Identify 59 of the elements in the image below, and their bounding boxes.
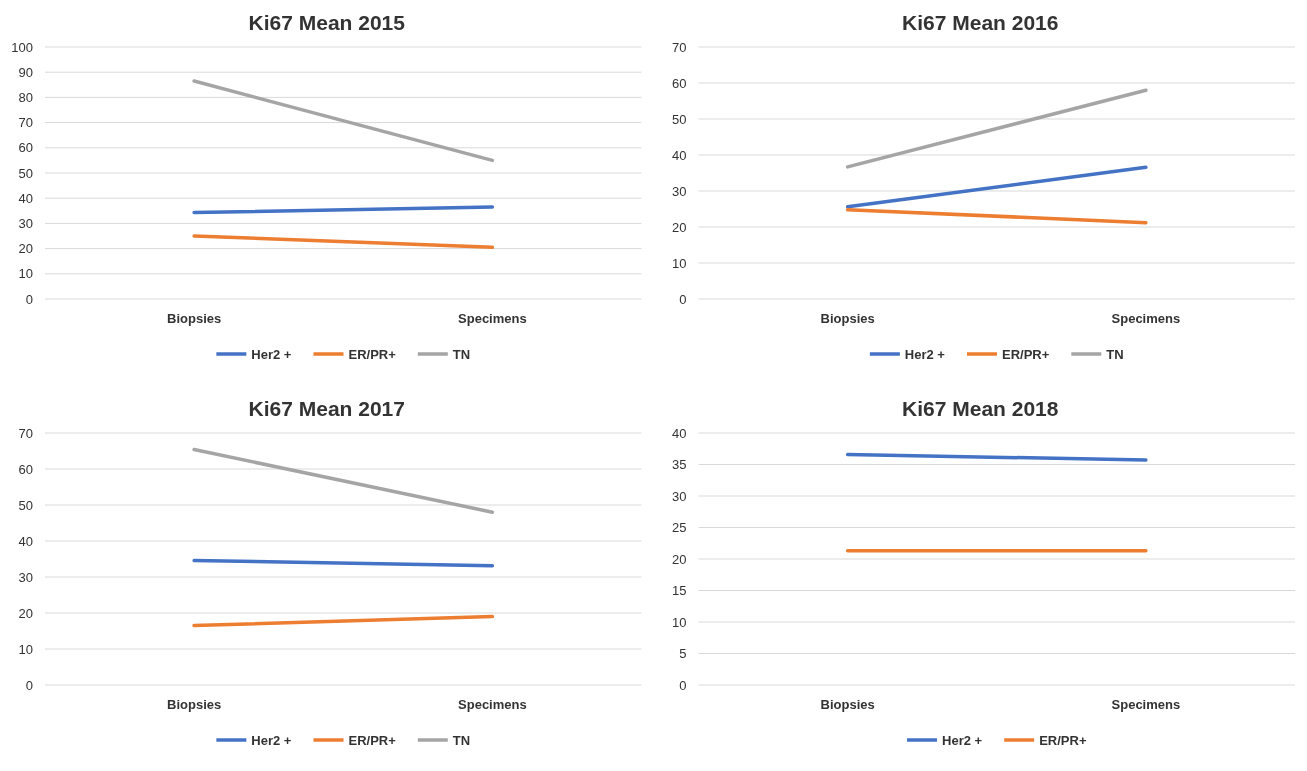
y-tick-label: 50: [18, 165, 33, 181]
chart-title: Ki67 Mean 2015: [248, 11, 406, 34]
x-tick-label: Specimens: [1111, 697, 1181, 713]
legend-label: Her2 +: [251, 733, 292, 748]
x-tick-label: Specimens: [458, 697, 527, 713]
y-tick-label: 90: [18, 64, 33, 80]
y-tick-label: 10: [672, 614, 687, 630]
y-tick-label: 10: [672, 255, 687, 271]
x-tick-label: Specimens: [458, 311, 527, 327]
x-tick-label: Biopsies: [820, 311, 875, 327]
y-tick-label: 35: [672, 457, 687, 473]
x-tick-label: Specimens: [1111, 311, 1181, 327]
y-tick-label: 80: [18, 90, 33, 106]
legend-label: ER/PR+: [348, 347, 397, 362]
y-tick-label: 100: [11, 39, 33, 55]
x-tick-label: Biopsies: [167, 311, 222, 327]
y-tick-label: 50: [18, 497, 33, 513]
y-tick-label: 70: [18, 115, 33, 131]
y-tick-label: 15: [672, 583, 687, 599]
legend-label: Her2 +: [942, 733, 983, 748]
legend-label: Her2 +: [251, 347, 292, 362]
y-tick-label: 10: [18, 266, 33, 282]
y-tick-label: 60: [672, 75, 687, 91]
y-tick-label: 30: [18, 569, 33, 585]
y-tick-label: 25: [672, 520, 687, 536]
y-tick-label: 0: [679, 291, 687, 307]
y-tick-label: 20: [18, 605, 33, 621]
y-tick-label: 0: [25, 291, 33, 307]
y-tick-label: 0: [679, 677, 687, 693]
y-tick-label: 40: [672, 147, 687, 163]
chart-title: Ki67 Mean 2016: [902, 11, 1059, 34]
y-tick-label: 20: [672, 551, 687, 567]
y-tick-label: 60: [18, 140, 33, 156]
y-tick-label: 60: [18, 461, 33, 477]
y-tick-label: 40: [18, 190, 33, 206]
y-tick-label: 70: [18, 425, 33, 441]
y-tick-label: 30: [672, 488, 687, 504]
y-tick-label: 30: [672, 183, 687, 199]
chart-title: Ki67 Mean 2017: [248, 397, 405, 420]
y-tick-label: 40: [672, 425, 687, 441]
y-tick-label: 70: [672, 39, 687, 55]
x-tick-label: Biopsies: [820, 697, 875, 713]
y-tick-label: 5: [679, 646, 687, 662]
legend-label: TN: [452, 347, 471, 362]
legend-label: TN: [452, 733, 471, 748]
legend-label: TN: [1106, 347, 1124, 362]
y-tick-label: 30: [18, 216, 33, 232]
legend-label: ER/PR+: [348, 733, 397, 748]
y-tick-label: 50: [672, 111, 687, 127]
y-tick-label: 40: [18, 533, 33, 549]
y-tick-label: 10: [18, 641, 33, 657]
chart-title: Ki67 Mean 2018: [902, 397, 1059, 420]
y-tick-label: 0: [25, 677, 33, 693]
legend-label: ER/PR+: [1001, 347, 1050, 362]
y-tick-label: 20: [18, 241, 33, 257]
legend-label: ER/PR+: [1039, 733, 1087, 748]
x-tick-label: Biopsies: [167, 697, 222, 713]
y-tick-label: 20: [672, 219, 687, 235]
legend-label: Her2 +: [904, 347, 946, 362]
